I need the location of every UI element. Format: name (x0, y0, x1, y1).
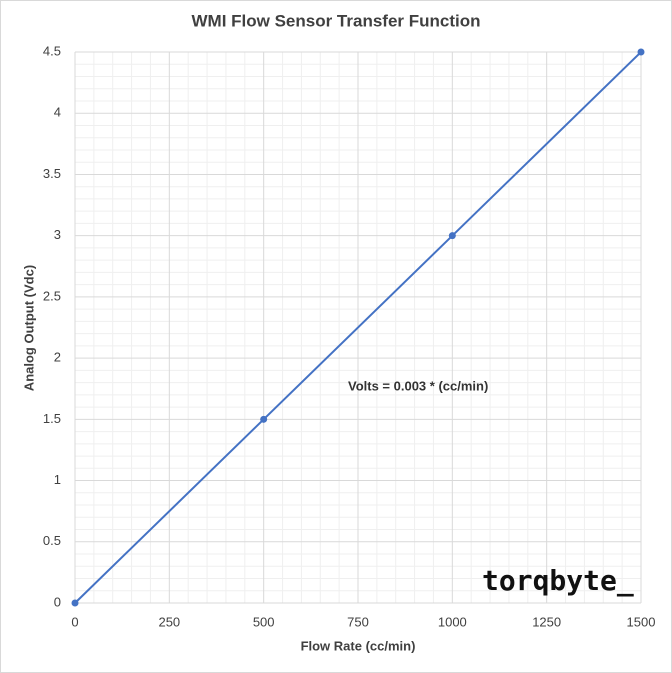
x-tick-label: 500 (253, 614, 275, 629)
annotation: Volts = 0.003 * (cc/min) (348, 378, 488, 393)
x-tick-label: 0 (71, 614, 78, 629)
x-axis-title: Flow Rate (cc/min) (301, 638, 416, 653)
y-axis-title: Analog Output (Vdc) (21, 265, 36, 391)
x-tick-label: 1250 (532, 614, 561, 629)
series-line (74, 51, 642, 604)
chart-title: WMI Flow Sensor Transfer Function (191, 11, 480, 30)
x-tick-label: 1000 (438, 614, 467, 629)
y-tick-label: 3 (54, 227, 61, 242)
data-point (260, 415, 268, 423)
y-tick-label: 3.5 (43, 166, 61, 181)
y-tick-label: 2.5 (43, 288, 61, 303)
y-tick-label: 4.5 (43, 43, 61, 58)
y-tick-label: 1.5 (43, 411, 61, 426)
y-tick-label: 4 (54, 105, 61, 120)
y-tick-label: 0 (54, 594, 61, 609)
y-tick-label: 0.5 (43, 533, 61, 548)
data-point (71, 599, 79, 607)
grid (74, 51, 642, 604)
y-tick-label: 1 (54, 472, 61, 487)
x-tick-label: 1500 (627, 614, 656, 629)
data-point (448, 232, 456, 240)
y-tick-label: 2 (54, 350, 61, 365)
x-tick-label: 250 (158, 614, 180, 629)
x-tick-label: 750 (347, 614, 369, 629)
data-point (637, 48, 645, 56)
logo: torqbyte_ (482, 564, 634, 597)
